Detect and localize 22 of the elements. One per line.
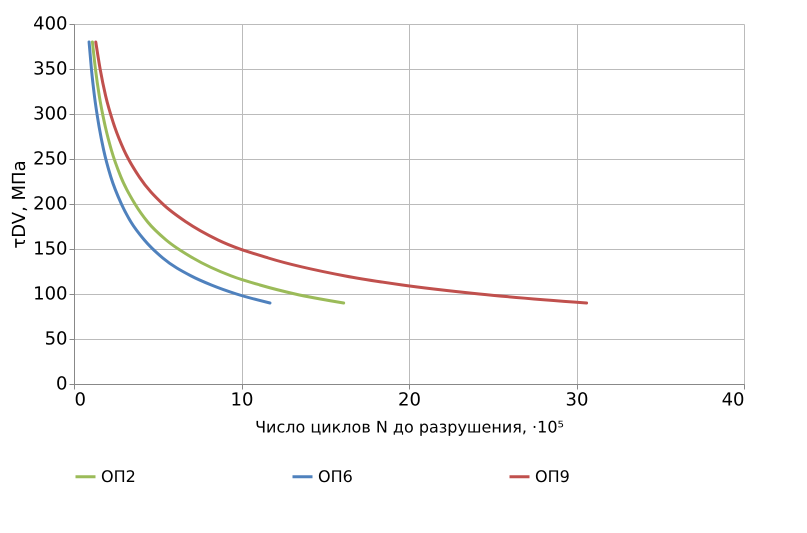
y-tick-label: 250 [33, 148, 68, 170]
x-tick-label: 20 [398, 390, 421, 410]
x-tick-label: 40 [722, 390, 744, 410]
x-tick-label: 0 [74, 390, 86, 410]
legend-label: ОП9 [535, 466, 570, 486]
x-tick-label: 30 [566, 390, 588, 410]
line-series [88, 40, 272, 304]
y-tick-label: 50 [44, 328, 68, 350]
line-series [90, 40, 346, 304]
y-tick-label: 0 [56, 374, 68, 394]
x-tick-label: 10 [230, 390, 254, 410]
y-tick-label: 300 [33, 104, 68, 124]
x-axis-title: Число циклов N до разрушения, ·10⁵ [255, 418, 564, 436]
legend-label: ОП2 [101, 466, 136, 486]
y-tick-label: 350 [33, 58, 68, 80]
line-series [94, 40, 588, 304]
legend-label: ОП6 [318, 466, 353, 486]
y-tick-label: 400 [33, 14, 68, 34]
y-tick-label: 200 [33, 194, 68, 214]
y-tick-label: 100 [33, 284, 68, 304]
y-axis-title: τDV, МПа [9, 160, 30, 249]
y-tick-label: 150 [33, 238, 68, 260]
